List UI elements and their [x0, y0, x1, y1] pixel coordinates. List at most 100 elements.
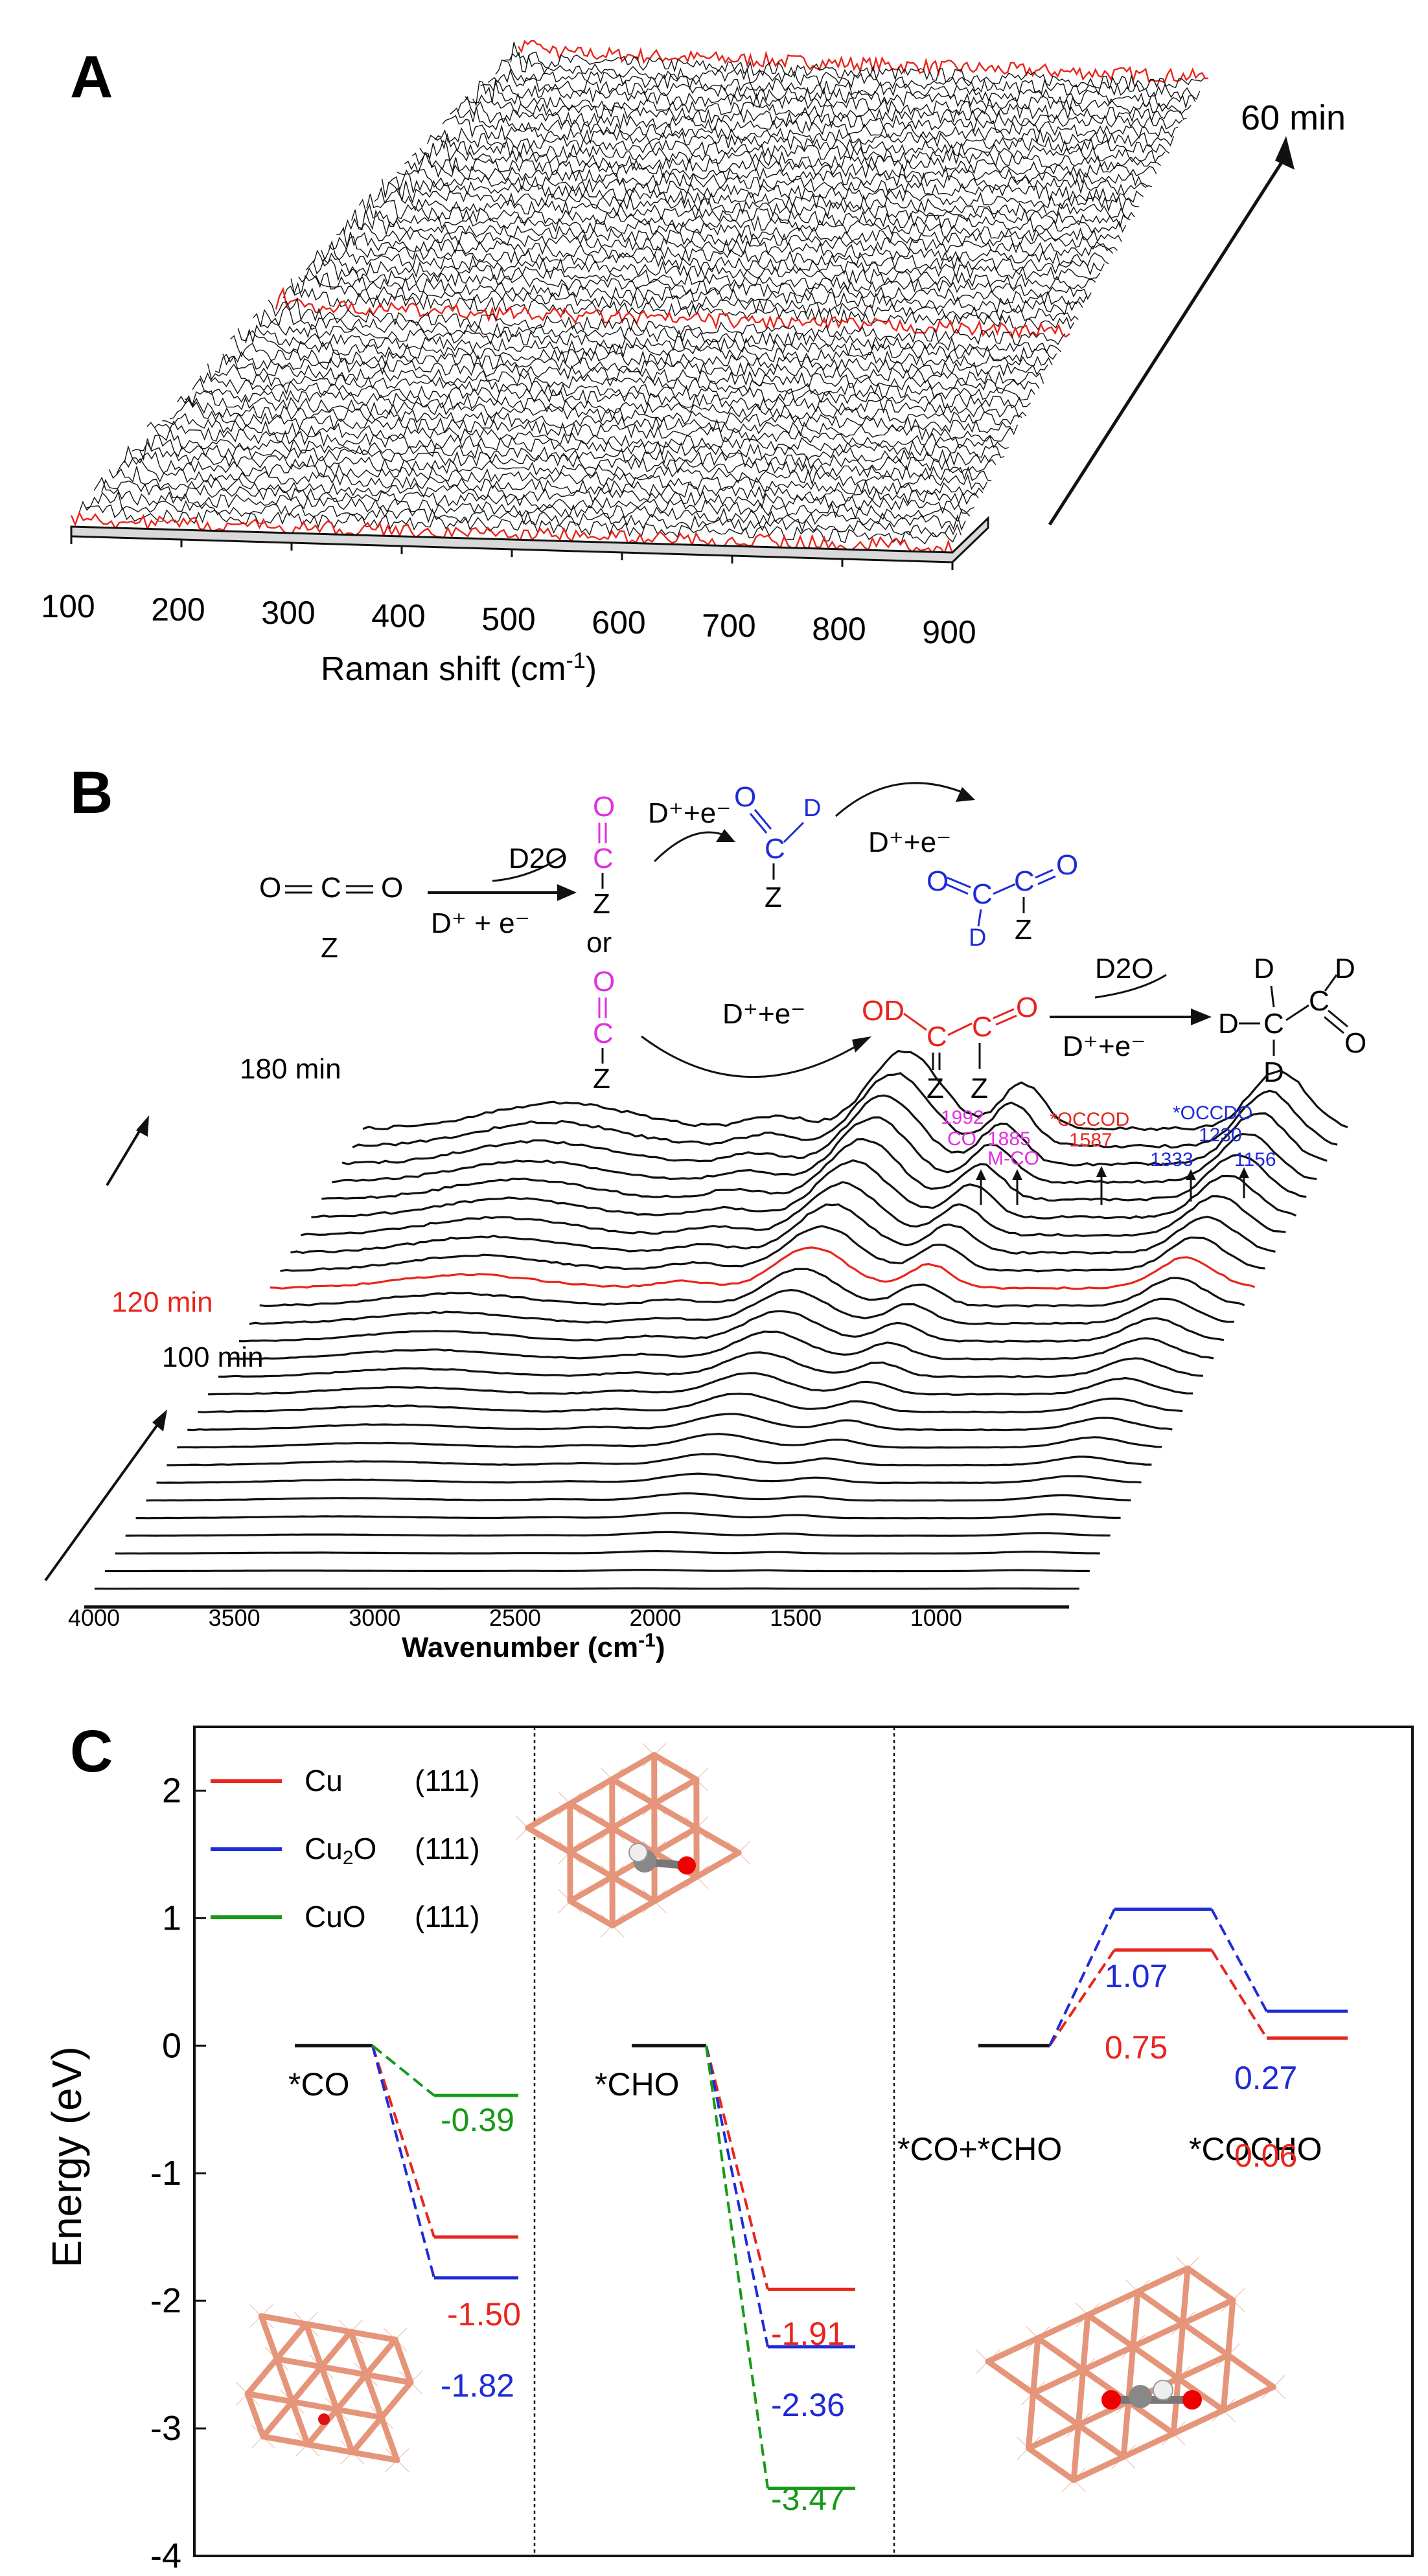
panel-b-spectrum	[208, 1372, 1193, 1396]
ann-1992: 1992	[941, 1107, 984, 1128]
bond-hint	[1021, 2381, 1046, 2406]
bond	[1125, 2343, 1136, 2405]
bond	[1030, 2367, 1087, 2397]
panel-c-ytick-label: -3	[150, 2409, 181, 2448]
bond-hint	[1221, 2288, 1245, 2312]
bond	[567, 1898, 616, 1929]
panel-a-trace	[517, 40, 1209, 84]
bond-hint	[294, 2312, 318, 2336]
bond	[1085, 2312, 1136, 2350]
bond	[349, 2414, 385, 2456]
step2-label: D⁺+e⁻	[648, 797, 731, 829]
occdo-o1: O	[927, 865, 949, 897]
panel-c-label: C	[70, 1718, 113, 1784]
prod-o: O	[1344, 1027, 1366, 1059]
panel-b-spectrum	[115, 1549, 1100, 1555]
bond	[1025, 2445, 1077, 2483]
val-cho-cuo: -3.47	[771, 2481, 845, 2517]
panel-b-spectrum	[259, 1268, 1245, 1308]
final-connector	[1210, 1908, 1268, 2012]
panel-a-trace	[351, 209, 1114, 257]
bond-hint	[309, 2354, 334, 2379]
occdo-c1: C	[972, 878, 993, 910]
panel-b-time-arrow-top	[106, 1123, 145, 1187]
panel-a-trace	[290, 275, 1079, 322]
panel-a-tick-label: 400	[371, 598, 425, 634]
panel-a-trace	[397, 168, 1139, 213]
bond	[1184, 2265, 1236, 2303]
bond-hint	[369, 2405, 394, 2430]
bond-hint	[1121, 2334, 1146, 2359]
panel-a-xticks: 100 200 300 400 500 600 700 800 900	[41, 536, 976, 650]
panel-b-spectrum	[331, 1116, 1317, 1185]
bond	[273, 2356, 295, 2405]
panel-a-trace	[419, 140, 1153, 188]
bond	[1225, 2352, 1276, 2390]
val-cho-cu2o: -2.36	[771, 2387, 845, 2423]
oxygen-atom	[318, 2413, 330, 2425]
bond-hint	[1076, 2303, 1100, 2327]
panel-c-ytick-label: -1	[150, 2154, 181, 2193]
bond	[525, 1825, 573, 1856]
oxygen-atom	[1101, 2390, 1121, 2410]
panel-b-spectrum	[156, 1472, 1142, 1484]
bond	[1080, 2312, 1091, 2373]
bond	[567, 1800, 616, 1831]
cu-surface-co-structure	[235, 2304, 423, 2472]
bond-hint	[1211, 2398, 1236, 2422]
bond	[289, 2399, 311, 2448]
occdo-c2: C	[1014, 865, 1035, 897]
bond	[1180, 2265, 1191, 2327]
bond-hint	[600, 1913, 625, 1938]
bond	[651, 1825, 700, 1856]
bond	[363, 2336, 398, 2378]
bond-hint	[1111, 2445, 1136, 2469]
energy-diagram	[295, 1908, 1348, 2491]
panel-a-trace	[358, 198, 1118, 251]
label-co-cho: *CO+*CHO	[897, 2131, 1062, 2167]
panel-b-spectrum	[341, 1094, 1328, 1167]
bond	[985, 2335, 1041, 2365]
bond	[347, 2329, 398, 2343]
co2-z: Z	[321, 932, 338, 964]
bond-hint	[558, 1889, 582, 1913]
bond-hint	[1161, 2421, 1186, 2446]
panel-a-trace	[457, 96, 1175, 148]
bond	[1030, 2390, 1081, 2428]
panel-b-spectrum	[301, 1181, 1286, 1237]
val-co-cu: -1.50	[447, 2296, 521, 2332]
panel-a-trace	[185, 390, 1019, 435]
bond-hint	[1216, 2343, 1240, 2367]
panel-b-spectrum	[311, 1159, 1297, 1220]
peak-arrows	[976, 1166, 1249, 1205]
bond	[1175, 2320, 1186, 2382]
cho-connector	[705, 2045, 769, 2290]
panel-b-spectrum	[290, 1203, 1276, 1255]
bond	[363, 2371, 414, 2386]
panel-c-ytick-label: 1	[162, 1898, 181, 1937]
occod-c2: C	[972, 1011, 993, 1043]
panel-b-spectrum	[177, 1432, 1162, 1449]
bond	[258, 2313, 280, 2362]
cu-surface-cocho-structure	[976, 2256, 1285, 2492]
ann-1156: 1156	[1234, 1149, 1276, 1170]
bond-hint	[338, 2320, 363, 2344]
bond-hint	[354, 2362, 378, 2387]
prod-d1: D	[1254, 953, 1274, 985]
panel-b-spectrum	[238, 1310, 1225, 1343]
bond-hint	[600, 1767, 625, 1792]
panel-b-spectrum	[321, 1137, 1307, 1202]
hydrogen-atom	[628, 1843, 648, 1862]
panel-a-trace	[434, 127, 1161, 171]
val-fin-cu2o: 0.27	[1234, 2060, 1297, 2096]
bond	[525, 1800, 573, 1831]
bond-hint	[558, 1840, 582, 1865]
bond	[363, 2371, 385, 2421]
bond	[985, 2358, 1037, 2397]
panel-a-trace	[305, 258, 1088, 306]
panel-a-trace	[411, 152, 1148, 196]
legend-cu-face: (111)	[415, 1764, 480, 1797]
panel-a-trace	[366, 194, 1122, 243]
bond	[1134, 2265, 1191, 2295]
bond-hint	[383, 2327, 408, 2352]
